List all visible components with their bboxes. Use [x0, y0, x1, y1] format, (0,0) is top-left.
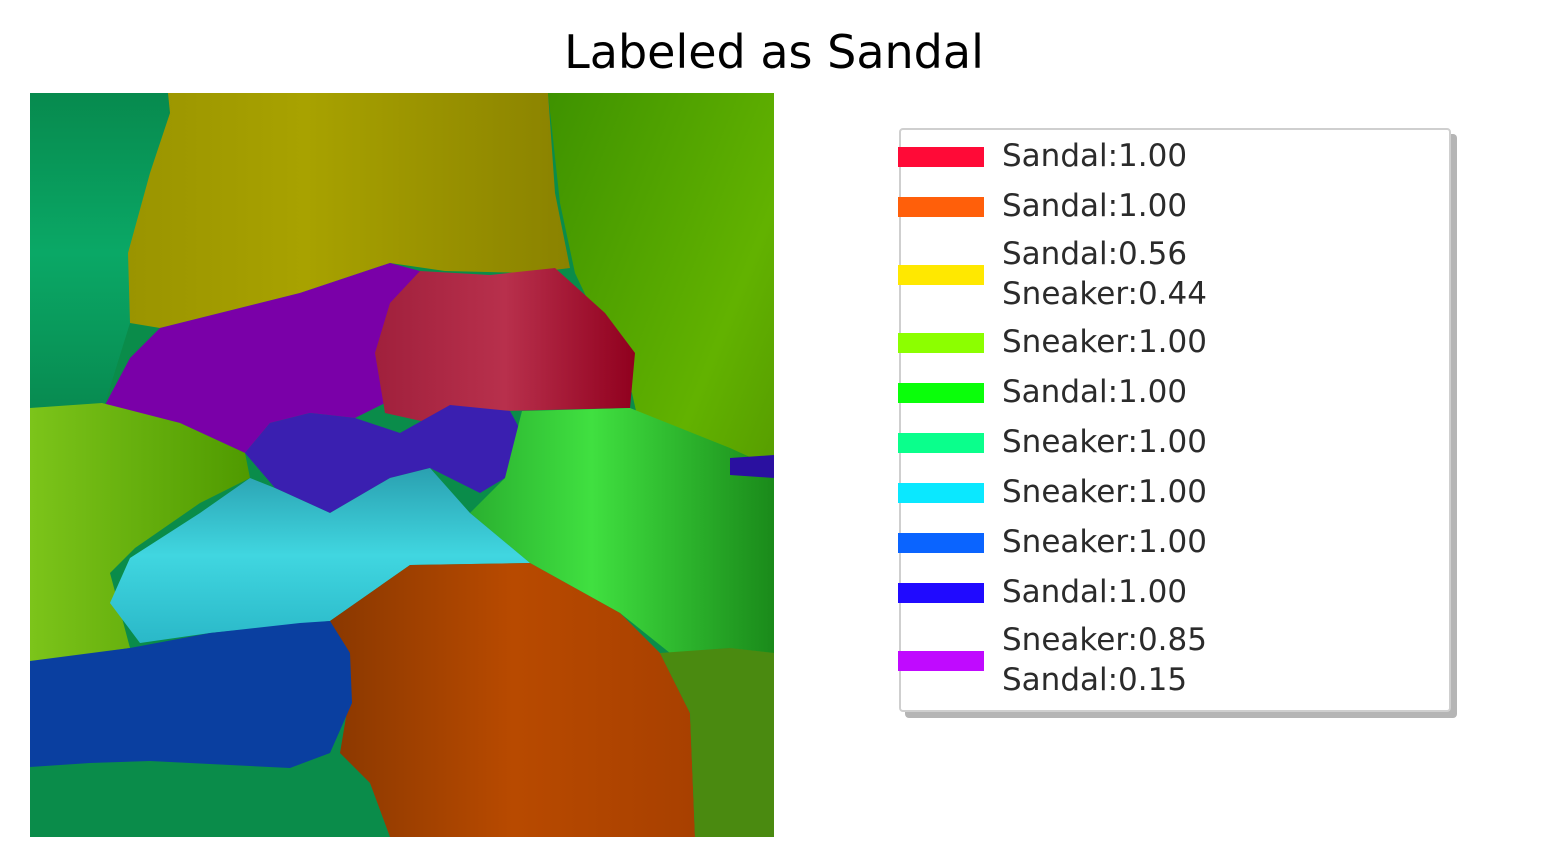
legend-swatch: [898, 383, 984, 403]
chart-title: Labeled as Sandal: [564, 25, 984, 79]
olive-bottom-right-segment: [660, 648, 774, 837]
legend-label: Sneaker:1.00: [1002, 472, 1207, 512]
legend-label: Sneaker:1.00: [1002, 422, 1207, 462]
legend-label: Sneaker:0.85 Sandal:0.15: [1002, 620, 1207, 700]
blue-segment: [30, 621, 352, 768]
legend-swatch: [898, 483, 984, 503]
legend-swatch: [898, 265, 984, 285]
indigo-center-segment: [245, 405, 522, 513]
legend-label-line: Sneaker:0.85: [1002, 622, 1207, 658]
small-indigo-segment: [730, 455, 774, 478]
legend-label-line: Sneaker:0.44: [1002, 276, 1207, 312]
legend-entry: Sneaker:1.00: [898, 472, 1451, 522]
legend: Sandal:1.00 Sandal:1.00 Sandal:0.56 Sneaker…: [898, 128, 1451, 712]
legend-label: Sandal:1.00: [1002, 572, 1187, 612]
legend-entry: Sneaker:1.00: [898, 322, 1451, 372]
bright-green-right-segment: [470, 408, 774, 653]
legend-swatch: [898, 533, 984, 553]
legend-label: Sneaker:1.00: [1002, 322, 1207, 362]
cyan-segment: [110, 468, 530, 643]
legend-label-line: Sneaker:1.00: [1002, 474, 1207, 510]
legend-label-line: Sandal:0.56: [1002, 236, 1188, 272]
legend-swatch: [898, 433, 984, 453]
legend-label-line: Sandal:1.00: [1002, 574, 1188, 610]
legend-label-line: Sneaker:1.00: [1002, 324, 1207, 360]
legend-label-line: Sandal:1.00: [1002, 188, 1188, 224]
legend-label: Sandal:0.56 Sneaker:0.44: [1002, 234, 1207, 314]
legend-label: Sandal:1.00: [1002, 186, 1187, 226]
legend-swatch: [898, 651, 984, 671]
legend-entry: Sneaker:1.00: [898, 422, 1451, 472]
legend-label-line: Sandal:1.00: [1002, 374, 1188, 410]
legend-entry: Sandal:1.00: [898, 136, 1451, 186]
segmentation-image: [30, 93, 774, 837]
red-segment: [375, 268, 635, 423]
legend-label: Sandal:1.00: [1002, 372, 1187, 412]
legend-entry: Sandal:1.00: [898, 372, 1451, 422]
legend-entry: Sandal:0.56 Sneaker:0.44: [898, 234, 1451, 322]
legend-entry: Sandal:1.00: [898, 572, 1451, 622]
legend-swatch: [898, 197, 984, 217]
legend-label-line: Sneaker:1.00: [1002, 424, 1207, 460]
legend-label-line: Sandal:1.00: [1002, 138, 1188, 174]
yellow-olive-segment: [128, 93, 570, 328]
legend-label: Sandal:1.00: [1002, 136, 1187, 176]
legend-label: Sneaker:1.00: [1002, 522, 1207, 562]
orange-segment: [330, 563, 695, 837]
dark-green-left-segment: [30, 93, 170, 413]
legend-entry: Sandal:1.00: [898, 186, 1451, 236]
legend-label-line: Sneaker:1.00: [1002, 524, 1207, 560]
legend-swatch: [898, 333, 984, 353]
legend-swatch: [898, 147, 984, 167]
legend-label-line: Sandal:0.15: [1002, 662, 1188, 698]
legend-entry: Sneaker:0.85 Sandal:0.15: [898, 620, 1451, 708]
legend-entry: Sneaker:1.00: [898, 522, 1451, 572]
legend-swatch: [898, 583, 984, 603]
lime-left-segment: [30, 403, 250, 663]
purple-segment: [105, 263, 420, 453]
